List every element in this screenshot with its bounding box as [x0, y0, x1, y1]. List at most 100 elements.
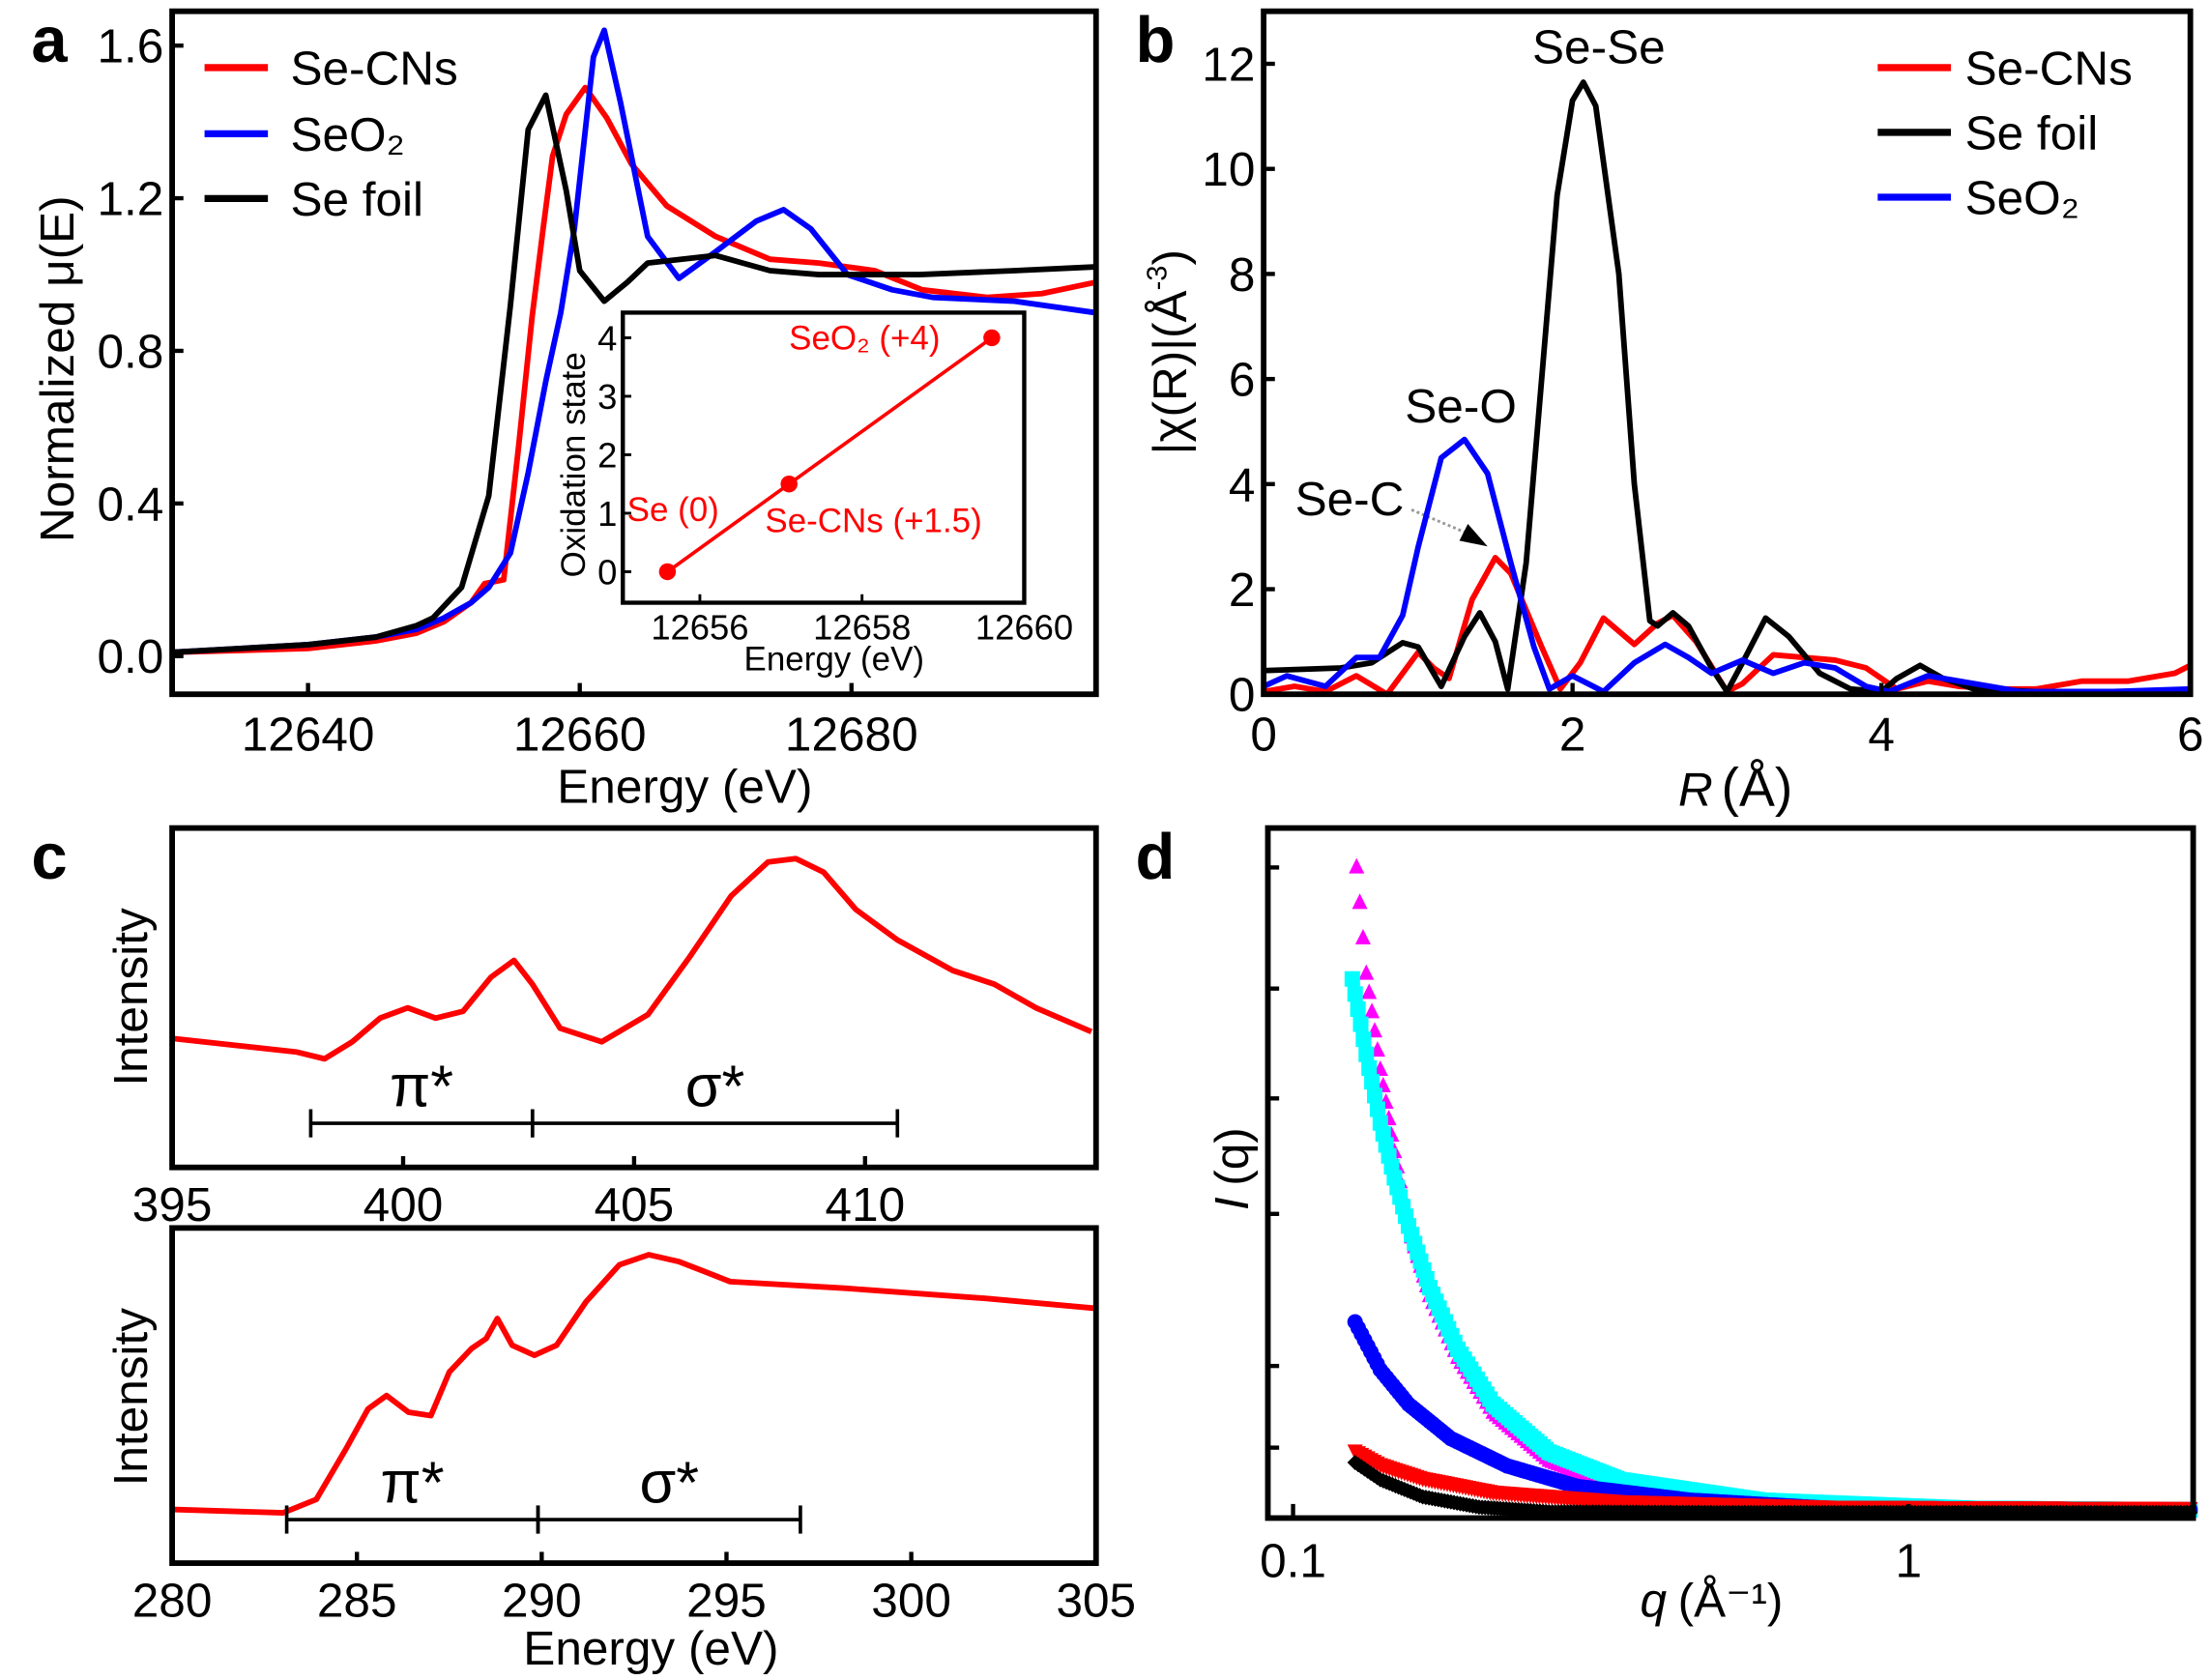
b-y-tick-label: 4: [1229, 458, 1256, 511]
d-marker: [1366, 1087, 1383, 1104]
panel-label-b: b: [1136, 4, 1176, 76]
d-y-axis-title: I (q): [1206, 1127, 1259, 1210]
b-y-tick-label: 12: [1202, 38, 1255, 91]
a-series-se-foil: [171, 92, 1096, 655]
a-y-axis-title: Normalized μ(E): [31, 195, 84, 542]
c-bottom-x-tick-label: 280: [132, 1574, 213, 1627]
d-marker: [1352, 893, 1368, 910]
d-marker: [1344, 970, 1360, 987]
c-top-y-axis-title: Intensity: [104, 908, 158, 1086]
d-marker: [1369, 1101, 1385, 1117]
c-bottom-y-axis-title: Intensity: [104, 1308, 158, 1487]
d-y-axis-title-var: I: [1206, 1197, 1259, 1210]
d-marker: [1358, 964, 1375, 980]
b-y-tick-label: 8: [1229, 248, 1256, 302]
d-marker: [1364, 1074, 1381, 1090]
b-x-tick-label: 2: [1559, 708, 1586, 761]
panel-label-d: d: [1136, 821, 1176, 893]
d-series-square: [1344, 970, 2198, 1518]
legend-label-seo2: SeO₂: [1965, 171, 2079, 224]
c-top-range-label: σ*: [685, 1054, 745, 1119]
c-bottom-range-label: π*: [381, 1450, 445, 1516]
a-y-tick-label: 0.0: [97, 630, 163, 683]
a-frame: [169, 8, 1099, 698]
b-y-axis-title-end: ): [1144, 249, 1197, 266]
d-marker: [1364, 1002, 1381, 1019]
d-marker: [1349, 857, 1365, 874]
legend-label-se-cns: Se-CNs: [1965, 42, 2133, 95]
c-x-axis-title: Energy (eV): [523, 1622, 778, 1675]
inset-point-label: Se-CNs (+1.5): [765, 503, 981, 540]
d-x-axis-title-var: q: [1640, 1574, 1667, 1627]
inset-x-tick-label: 12658: [813, 607, 911, 647]
inset-y-tick-label: 0: [597, 553, 617, 593]
annotation-arrow: [1410, 508, 1488, 547]
c-top-x-tick-label: 395: [132, 1178, 213, 1231]
c-top-x-tick-label: 400: [363, 1178, 444, 1231]
d-marker: [1354, 928, 1371, 944]
b-x-tick-label: 4: [1868, 708, 1895, 761]
d-x-tick-label: 0.1: [1260, 1535, 1326, 1588]
d-marker: [1358, 1046, 1375, 1062]
d-x-axis-title: q (Å⁻¹): [1640, 1574, 1783, 1627]
c-top-range-label: π*: [390, 1054, 453, 1119]
a-y-tick-label: 1.2: [97, 173, 163, 226]
c-top-spectrum: [171, 855, 1093, 1062]
b-y-axis-title: |χ(R)|(Å-3): [1143, 249, 1197, 454]
d-marker: [1355, 1031, 1372, 1048]
legend-label-se-foil: Se foil: [1965, 106, 2099, 159]
inset-x-tick-label: 12660: [975, 607, 1073, 647]
c-top-x-tick-label: 410: [826, 1178, 906, 1231]
d-series-triangle: [1349, 857, 2198, 1518]
b-y-tick-label: 0: [1229, 669, 1256, 722]
c-top-frame: [169, 825, 1099, 1171]
b-y-axis-title-main: |χ(R)|(Å: [1144, 290, 1197, 454]
d-frame: [1264, 825, 2196, 1521]
inset-y-axis-title: Oxidation state: [555, 352, 593, 577]
c-bottom-frame: [169, 1225, 1099, 1566]
d-marker: [1350, 1000, 1366, 1017]
legend-b: Se-CNs Se foil SeO₂: [1877, 42, 2133, 224]
b-y-tick-label: 10: [1202, 143, 1255, 196]
inset-point-label: SeO₂ (+4): [789, 319, 940, 357]
a-y-tick-label: 0.8: [97, 325, 163, 378]
inset-point-label: Se (0): [627, 491, 719, 529]
b-series-seo2: [1262, 436, 2191, 695]
c-bottom-x-tick-label: 295: [686, 1574, 767, 1627]
annotation-se-se: Se-Se: [1532, 21, 1666, 74]
inset-point: [658, 563, 677, 581]
a-y-tick-label: 0.4: [97, 478, 163, 531]
c-top-x-tick-label: 405: [595, 1178, 675, 1231]
inset-y-tick-label: 3: [597, 377, 617, 417]
d-marker: [1361, 983, 1378, 999]
a-x-tick-label: 12660: [513, 708, 647, 761]
c-bottom-x-tick-label: 305: [1056, 1574, 1136, 1627]
a-x-tick-label: 12640: [242, 708, 375, 761]
a-y-tick-label: 1.6: [97, 20, 163, 73]
d-y-axis-title-unit: (q): [1206, 1127, 1259, 1186]
d-x-tick-label: 1: [1895, 1535, 1922, 1588]
d-marker: [1352, 1016, 1369, 1032]
legend-label-se-cns: Se-CNs: [290, 42, 457, 95]
d-marker: [1347, 986, 1363, 1002]
a-x-axis-title: Energy (eV): [557, 760, 812, 813]
b-x-axis-title-unit: (Å): [1722, 757, 1793, 817]
annotation-se-o: Se-O: [1405, 380, 1517, 433]
panel-label-c: c: [31, 821, 67, 893]
inset-x-axis-title: Energy (eV): [744, 640, 925, 678]
inset-y-tick-label: 1: [597, 494, 617, 534]
legend-label-se-foil: Se foil: [290, 173, 423, 226]
b-y-tick-label: 6: [1229, 354, 1256, 407]
inset-y-tick-label: 4: [597, 319, 617, 359]
b-series-se-cns: [1263, 554, 2193, 698]
a-series-seo2: [171, 27, 1097, 655]
b-x-tick-label: 6: [2177, 708, 2204, 761]
c-bottom-x-tick-label: 300: [871, 1574, 951, 1627]
inset-x-tick-label: 12656: [651, 607, 748, 647]
d-marker: [1361, 1059, 1378, 1076]
inset-point: [780, 475, 798, 493]
a-series-se-cns: [171, 84, 1097, 655]
d-x-axis-title-unit: (Å⁻¹): [1678, 1574, 1784, 1627]
